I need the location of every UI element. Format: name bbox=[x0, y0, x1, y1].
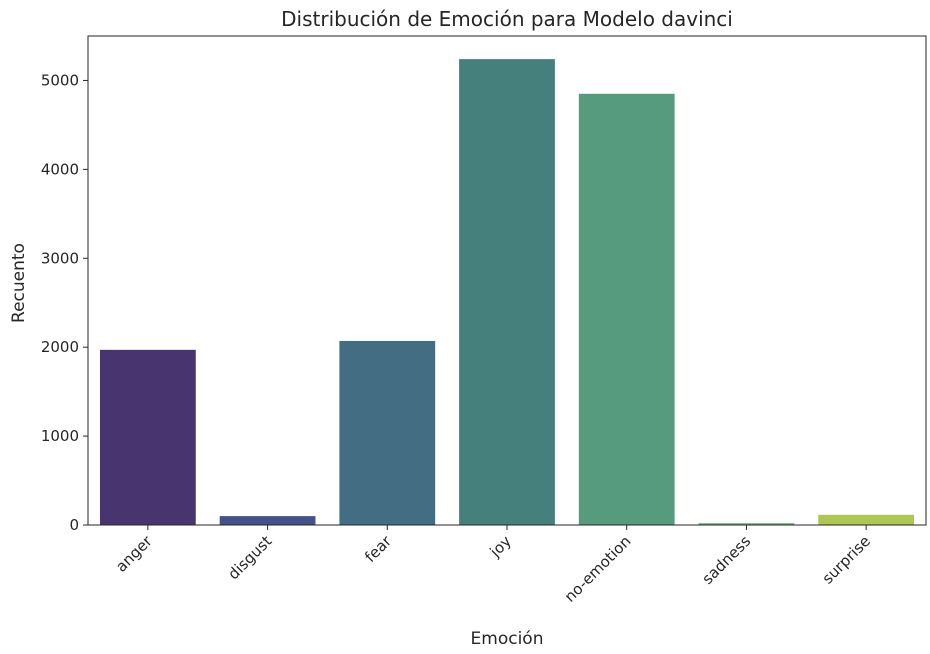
x-tick-label: anger bbox=[112, 532, 156, 576]
y-tick-label: 3000 bbox=[41, 249, 79, 267]
x-tick-label: joy bbox=[486, 532, 515, 561]
x-tick-label: surprise bbox=[819, 532, 874, 587]
y-tick-label: 5000 bbox=[41, 71, 79, 89]
y-axis-label: Recuento bbox=[9, 243, 29, 323]
bar-joy bbox=[459, 59, 555, 526]
bar-surprise bbox=[818, 514, 915, 525]
x-tick-label: no-emotion bbox=[561, 532, 635, 606]
bar-disgust bbox=[219, 516, 316, 525]
bars-group bbox=[99, 59, 915, 526]
chart-title: Distribución de Emoción para Modelo davi… bbox=[281, 7, 733, 31]
bar-fear bbox=[339, 340, 436, 525]
y-tick-label: 0 bbox=[69, 516, 79, 534]
y-tick-label: 1000 bbox=[41, 427, 79, 445]
x-tick-label: fear bbox=[361, 532, 395, 566]
x-axis-label: Emoción bbox=[471, 629, 544, 649]
y-axis-ticks: 0 1000 2000 3000 4000 5000 bbox=[41, 71, 88, 534]
bar-anger bbox=[99, 349, 196, 525]
x-tick-label: sadness bbox=[698, 532, 754, 588]
y-tick-label: 4000 bbox=[41, 160, 79, 178]
plot-frame bbox=[87, 35, 927, 526]
bar-sadness bbox=[698, 523, 795, 525]
x-axis-ticks: anger disgust fear joy no-emotion sadness surp… bbox=[112, 525, 874, 606]
bar-no-emotion bbox=[578, 93, 675, 525]
x-tick-label: disgust bbox=[224, 532, 275, 583]
y-tick-label: 2000 bbox=[41, 338, 79, 356]
